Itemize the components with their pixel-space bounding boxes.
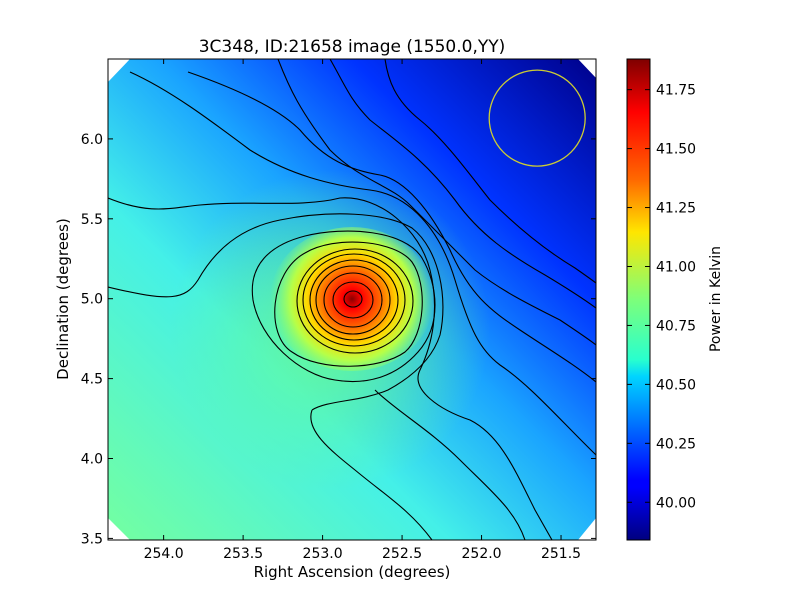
y-tick-label: 5.0 — [81, 292, 103, 308]
x-tick-label: 251.5 — [541, 546, 581, 562]
colorbar-label: Power in Kelvin — [708, 246, 724, 352]
contour-ring — [315, 265, 391, 335]
contour-line — [277, 59, 596, 346]
contour-ring — [296, 248, 414, 354]
chart-title: 3C348, ID:21658 image (1550.0,YY) — [199, 37, 506, 57]
corner-mask-tr — [578, 59, 596, 78]
contour-ring — [332, 281, 374, 319]
colorbar-tick-label: 40.00 — [656, 495, 696, 511]
colorbar-ticks: 40.00 40.25 40.50 40.75 41.00 41.25 41.50 41.75 — [627, 83, 696, 511]
colorbar-tick-label: 40.50 — [656, 377, 696, 393]
colorbar-tick-label: 41.50 — [656, 142, 696, 158]
y-tick-label: 6.0 — [81, 132, 103, 148]
contour-ring — [323, 272, 383, 328]
corner-mask-br — [578, 518, 596, 540]
x-tick-label: 253.5 — [223, 546, 263, 562]
colorbar-tick-label: 40.25 — [656, 436, 696, 452]
contour-line — [329, 59, 596, 309]
y-tick-label: 4.5 — [81, 372, 103, 388]
y-tick-label: 5.5 — [81, 212, 103, 228]
x-axis: 254.0 253.5 253.0 252.5 252.0 251.5 — [144, 59, 581, 562]
y-tick-label: 4.0 — [81, 452, 103, 468]
contour-line — [187, 71, 596, 383]
x-axis-label: Right Ascension (degrees) — [254, 563, 451, 581]
x-tick-label: 252.5 — [382, 546, 422, 562]
contour-line — [384, 59, 596, 284]
x-tick-label: 253.0 — [303, 546, 343, 562]
contour-lines — [108, 59, 596, 540]
contour-line — [108, 197, 553, 540]
contour-ring — [302, 253, 406, 347]
contour-line — [129, 71, 596, 456]
colorbar-tick-label: 40.75 — [656, 318, 696, 334]
y-axis-label: Declination (degrees) — [54, 218, 72, 380]
colorbar-tick-label: 41.75 — [656, 83, 696, 99]
colorbar-tick-label: 41.25 — [656, 201, 696, 217]
contour-line — [310, 409, 433, 540]
colorbar — [626, 58, 651, 541]
corner-mask-bl — [108, 518, 130, 540]
plot-frame — [107, 58, 597, 541]
corner-mask-tl — [108, 59, 130, 82]
contour-ring — [343, 290, 363, 308]
y-tick-label: 3.5 — [81, 531, 103, 547]
contour-ring — [309, 259, 399, 341]
beam-circle — [488, 69, 586, 167]
y-axis: 3.5 4.0 4.5 5.0 5.5 6.0 — [81, 132, 596, 547]
contour-line — [108, 213, 444, 411]
colorbar-tick-label: 41.00 — [656, 259, 696, 275]
heatmap — [108, 59, 596, 540]
contour-line — [274, 241, 423, 367]
x-tick-label: 252.0 — [462, 546, 502, 562]
x-tick-label: 254.0 — [144, 546, 184, 562]
contour-line — [374, 389, 526, 540]
